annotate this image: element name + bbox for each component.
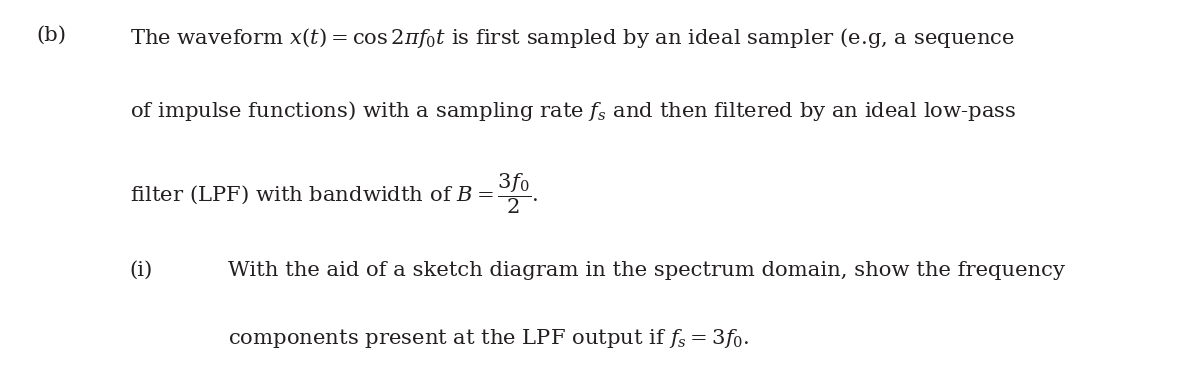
Text: (b): (b) — [36, 26, 66, 45]
Text: filter (LPF) with bandwidth of $B = \dfrac{3f_0}{2}$.: filter (LPF) with bandwidth of $B = \dfr… — [130, 172, 538, 216]
Text: With the aid of a sketch diagram in the spectrum domain, show the frequency: With the aid of a sketch diagram in the … — [228, 261, 1066, 280]
Text: of impulse functions) with a sampling rate $f_s$ and then filtered by an ideal l: of impulse functions) with a sampling ra… — [130, 99, 1016, 123]
Text: (i): (i) — [130, 261, 152, 280]
Text: components present at the LPF output if $f_s = 3f_0$.: components present at the LPF output if … — [228, 327, 750, 350]
Text: The waveform $x(t) = \cos 2\pi f_0 t$ is first sampled by an ideal sampler (e.g,: The waveform $x(t) = \cos 2\pi f_0 t$ is… — [130, 26, 1015, 50]
